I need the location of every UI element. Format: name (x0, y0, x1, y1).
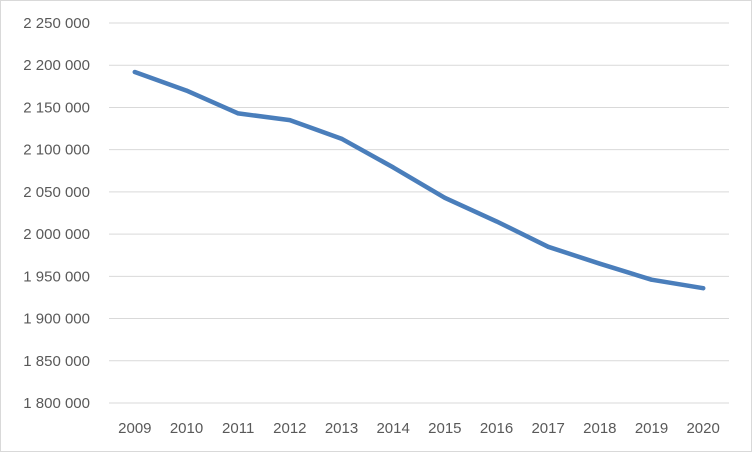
data-point (701, 286, 706, 291)
data-point (287, 118, 292, 123)
data-point (442, 195, 447, 200)
y-tick-label: 2 050 000 (23, 184, 90, 201)
x-tick-label: 2015 (428, 420, 461, 437)
data-point (132, 69, 137, 74)
y-tick-label: 2 200 000 (23, 57, 90, 74)
x-axis-tick-labels: 2009 2010 2011 2012 2013 2014 2015 2016 2017 2018… (118, 420, 720, 437)
data-point (339, 136, 344, 141)
data-point (391, 165, 396, 170)
y-tick-label: 2 150 000 (23, 99, 90, 116)
x-tick-label: 2016 (480, 420, 513, 437)
y-tick-label: 2 250 000 (23, 15, 90, 32)
x-tick-label: 2017 (531, 420, 564, 437)
x-tick-label: 2010 (170, 420, 203, 437)
y-tick-label: 2 100 000 (23, 142, 90, 159)
y-tick-label: 1 850 000 (23, 353, 90, 370)
y-tick-label: 2 000 000 (23, 226, 90, 243)
gridlines (109, 22, 729, 404)
y-tick-label: 1 900 000 (23, 311, 90, 328)
x-tick-label: 2018 (583, 420, 616, 437)
data-point (546, 244, 551, 249)
x-tick-label: 2014 (376, 420, 409, 437)
x-tick-label: 2012 (273, 420, 306, 437)
x-tick-label: 2013 (325, 420, 358, 437)
x-tick-label: 2020 (686, 420, 719, 437)
series-layer (132, 69, 706, 291)
y-tick-label: 1 800 000 (23, 395, 90, 412)
data-point (184, 88, 189, 93)
x-tick-label: 2009 (118, 420, 151, 437)
data-point (494, 219, 499, 224)
data-point (236, 111, 241, 116)
series-line (132, 69, 706, 291)
y-tick-label: 1 950 000 (23, 268, 90, 285)
data-point (597, 261, 602, 266)
x-tick-label: 2019 (635, 420, 668, 437)
data-point (649, 277, 654, 282)
y-axis-tick-labels: 1 800 000 1 850 000 1 900 000 1 950 000 2 00… (23, 15, 90, 412)
x-tick-label: 2011 (222, 420, 254, 437)
